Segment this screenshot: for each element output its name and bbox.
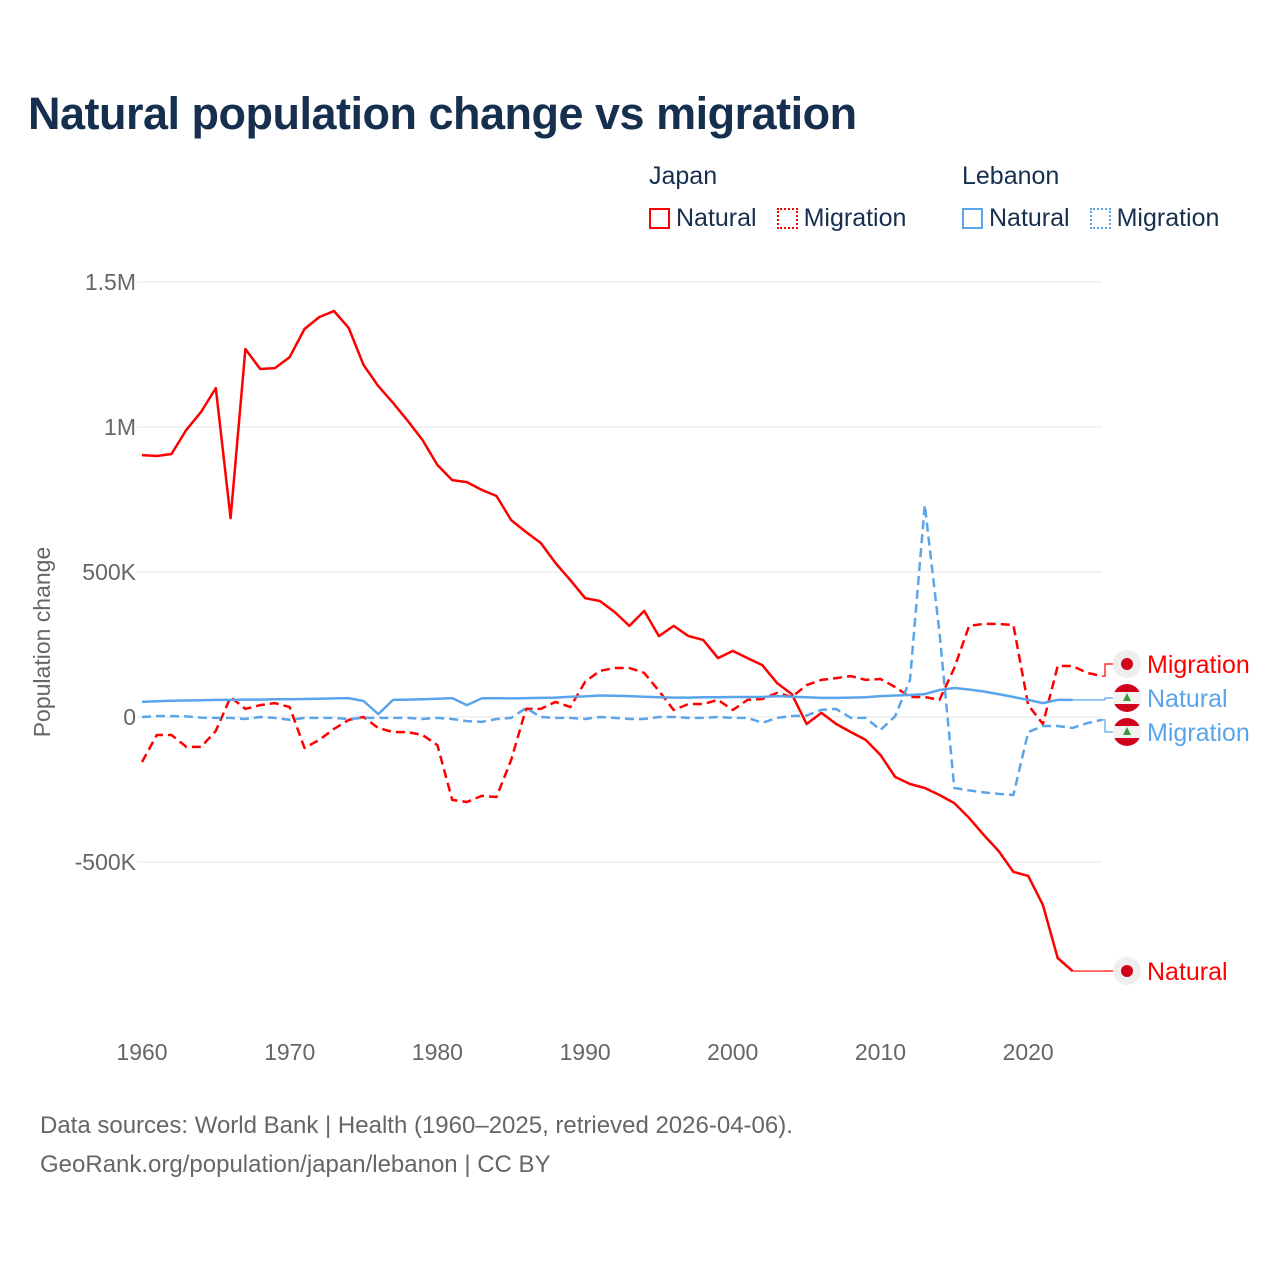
legend-group-japan: Japan Natural Migration [649, 162, 906, 233]
y-tick-label: 1.5M [85, 269, 136, 295]
y-tick-label: -500K [75, 849, 137, 875]
x-tick-label: 2000 [707, 1039, 758, 1065]
solid-swatch-icon [649, 208, 670, 229]
series-line-lebanon_migration[interactable] [141, 503, 1103, 797]
y-tick-label: 0 [123, 704, 136, 730]
x-tick-label: 2020 [1003, 1039, 1054, 1065]
source-url[interactable]: GeoRank.org/population/japan/lebanon | C… [40, 1151, 551, 1178]
label-connector [1102, 663, 1113, 677]
legend-item-lebanon-natural[interactable]: Natural [962, 204, 1070, 233]
y-axis-label: Population change [29, 547, 55, 738]
flag-sun-icon [1121, 658, 1133, 670]
label-connector [1072, 697, 1113, 701]
legend-item-label: Migration [1116, 204, 1220, 232]
x-tick-label: 1970 [264, 1039, 315, 1065]
solid-swatch-icon [962, 208, 983, 229]
legend-item-japan-migration[interactable]: Migration [776, 204, 907, 233]
legend-item-japan-natural[interactable]: Natural [649, 204, 757, 233]
chart-title: Natural population change vs migration [28, 88, 857, 139]
legend-group-label: Japan [649, 162, 718, 190]
legend-item-label: Natural [989, 204, 1070, 232]
label-connector [1102, 719, 1113, 733]
series-end-label: Natural [1147, 958, 1228, 986]
series-end-label: Natural [1147, 685, 1228, 713]
source-line: Data sources: World Bank | Health (1960–… [40, 1112, 793, 1139]
legend-item-label: Natural [676, 204, 757, 232]
source-note: Data sources: World Bank | Health (1960–… [40, 1106, 793, 1184]
flag-lebanon-icon [1113, 684, 1141, 712]
dotted-swatch-icon [776, 208, 798, 229]
flag-lebanon-icon [1113, 718, 1141, 746]
series-end-label: Migration [1147, 651, 1250, 679]
flag-japan-icon [1113, 957, 1141, 985]
legend-group-lebanon: Lebanon Natural Migration [962, 162, 1219, 233]
x-tick-label: 1980 [412, 1039, 463, 1065]
series-line-lebanon_natural[interactable] [141, 686, 1073, 716]
flag-japan-icon [1113, 650, 1141, 678]
legend-group-label: Lebanon [962, 162, 1060, 190]
y-tick-label: 1M [104, 414, 136, 440]
cedar-tree-icon [1123, 727, 1131, 735]
series-line-japan_migration[interactable] [140, 622, 1103, 804]
x-tick-label: 2010 [855, 1039, 906, 1065]
flag-sun-icon [1121, 965, 1133, 977]
series-end-label: Migration [1147, 719, 1250, 747]
series-line-japan_natural[interactable] [141, 309, 1074, 972]
dotted-swatch-icon [1089, 208, 1111, 229]
cedar-tree-icon [1123, 693, 1131, 701]
y-tick-label: 500K [82, 559, 136, 585]
legend-item-lebanon-migration[interactable]: Migration [1089, 204, 1220, 233]
x-tick-label: 1990 [559, 1039, 610, 1065]
x-tick-label: 1960 [116, 1039, 167, 1065]
legend-item-label: Migration [803, 204, 907, 232]
